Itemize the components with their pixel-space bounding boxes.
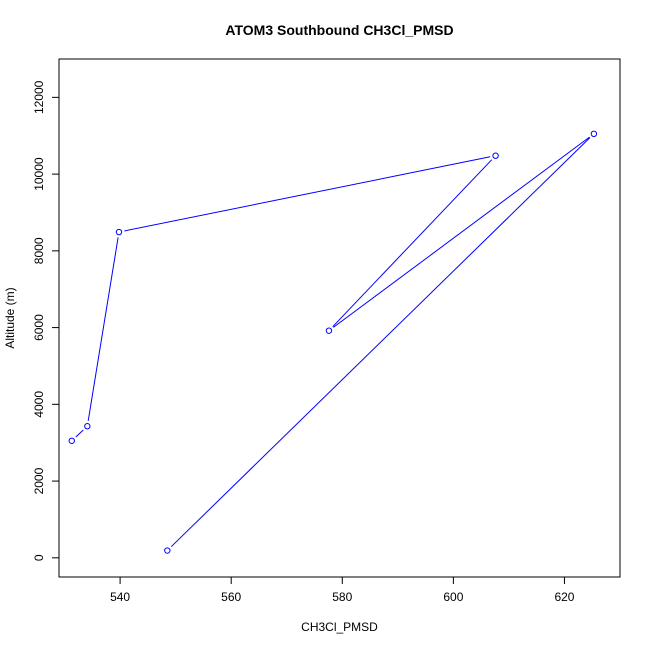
y-axis: 0 2000 4000 6000 8000 10000 12000	[32, 80, 60, 561]
series-segment	[87, 237, 119, 421]
data-point	[590, 130, 598, 138]
data-point	[325, 327, 333, 334]
y-tick-label: 4000	[32, 391, 46, 418]
data-point	[115, 228, 123, 236]
data-point	[84, 423, 91, 430]
x-tick-label: 600	[443, 590, 463, 604]
x-axis: 540 560 580 600 620	[110, 576, 575, 604]
y-tick-label: 0	[32, 554, 46, 561]
chart-title: ATOM3 Southbound CH3Cl_PMSD	[225, 22, 453, 38]
series-points	[68, 130, 598, 554]
series-segment	[333, 136, 590, 328]
series-segment	[170, 137, 591, 548]
x-tick-label: 560	[221, 590, 241, 604]
y-tick-label: 12000	[32, 80, 46, 114]
x-tick-label: 620	[554, 590, 574, 604]
series-segment	[332, 159, 493, 328]
x-tick-label: 580	[332, 590, 352, 604]
y-tick-label: 8000	[32, 237, 46, 264]
y-tick-label: 6000	[32, 314, 46, 341]
x-tick-label: 540	[110, 590, 130, 604]
data-point	[164, 547, 171, 554]
series-segment	[124, 156, 491, 232]
y-tick-label: 2000	[32, 467, 46, 494]
data-point	[492, 152, 499, 159]
data-point	[68, 437, 75, 444]
series-lines	[75, 136, 591, 548]
x-axis-label: CH3Cl_PMSD	[301, 620, 378, 634]
y-tick-label: 10000	[32, 157, 46, 191]
series-segment	[75, 429, 84, 438]
y-axis-label: Altitude (m)	[3, 287, 17, 348]
